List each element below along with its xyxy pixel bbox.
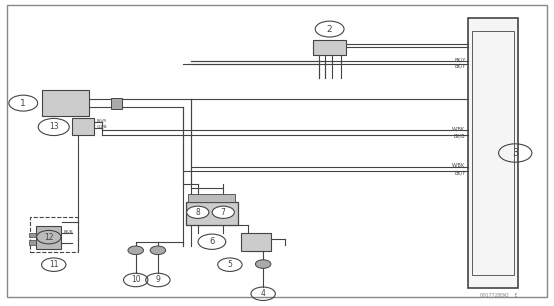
Text: 1: 1 [20,99,26,108]
Bar [186,202,238,225]
Text: BK/B: BK/B [454,134,465,139]
Circle shape [255,260,271,268]
Bar [42,90,89,116]
Text: 9: 9 [156,275,160,285]
Text: BK/Y: BK/Y [454,57,465,62]
Circle shape [212,206,234,218]
Bar [36,226,61,249]
Text: 10: 10 [131,275,141,285]
Bar [188,194,235,202]
Bar [468,18,518,288]
Text: GG/B: GG/B [97,125,107,129]
Circle shape [150,246,166,255]
Text: 0017728EW2  E: 0017728EW2 E [480,293,517,298]
Bar [313,40,346,55]
Circle shape [128,246,143,255]
Bar [241,233,271,251]
Text: BK/Y: BK/Y [454,63,465,68]
Text: BK/Y: BK/Y [454,170,465,175]
Text: BK/B: BK/B [64,230,74,234]
Bar [30,217,78,252]
Text: 8: 8 [196,208,200,217]
Text: 11: 11 [49,260,59,269]
Text: 5: 5 [228,260,232,269]
Bar [472,31,514,275]
Text: 3: 3 [512,148,519,158]
Bar [29,240,36,245]
Text: 4: 4 [261,289,265,298]
Text: 2: 2 [327,24,332,34]
Text: 12: 12 [44,233,54,242]
Text: 13: 13 [49,122,59,132]
Text: BG/R: BG/R [97,119,107,123]
Text: 6: 6 [209,237,214,246]
Bar [29,233,36,237]
Bar [72,118,94,135]
Bar [111,98,122,109]
Text: W/BK: W/BK [452,163,465,168]
Text: 7: 7 [221,208,225,217]
Circle shape [187,206,209,218]
Text: W/BK: W/BK [452,126,465,131]
